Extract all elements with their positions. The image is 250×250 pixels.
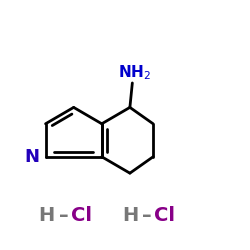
Text: –: –: [142, 206, 152, 225]
Text: NH$_2$: NH$_2$: [118, 63, 151, 82]
Text: N: N: [24, 148, 40, 166]
Text: Cl: Cl: [154, 206, 174, 225]
Text: –: –: [59, 206, 69, 225]
Text: H: H: [39, 206, 55, 225]
Text: Cl: Cl: [70, 206, 92, 225]
Text: H: H: [122, 206, 138, 225]
